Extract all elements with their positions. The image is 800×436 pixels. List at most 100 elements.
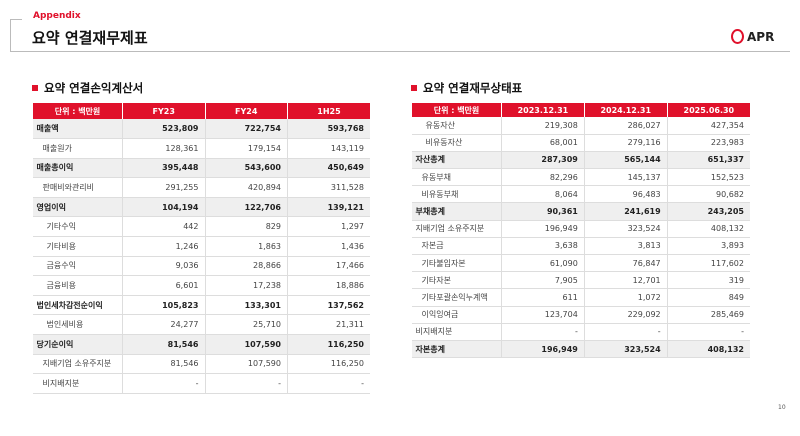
header-divider bbox=[10, 51, 790, 52]
row-label: 자본금 bbox=[411, 237, 502, 256]
table-row: 비지배지분 - - - bbox=[411, 323, 750, 341]
cell-value: - bbox=[583, 323, 668, 341]
cell-value: 28,866 bbox=[204, 256, 288, 277]
cell-value: 76,847 bbox=[583, 254, 668, 273]
company-logo: APR bbox=[731, 29, 774, 44]
cell-value: 17,466 bbox=[287, 256, 370, 277]
row-label: 금융수익 bbox=[32, 256, 123, 277]
cell-value: 279,116 bbox=[583, 134, 668, 152]
table-row: 이익잉여금 123,704 229,092 285,469 bbox=[411, 306, 750, 324]
table-row: 자본총계 196,949 323,524 408,132 bbox=[411, 340, 750, 359]
page-title: 요약 연결재무제표 bbox=[32, 29, 148, 47]
cell-value: 3,893 bbox=[666, 237, 750, 256]
column-header: 2024.12.31 bbox=[583, 103, 668, 117]
cell-value: 408,132 bbox=[666, 220, 750, 238]
cell-value: 229,092 bbox=[583, 306, 668, 324]
logo-ring-icon bbox=[731, 29, 744, 44]
cell-value: 179,154 bbox=[204, 138, 288, 159]
cell-value: 565,144 bbox=[583, 151, 668, 170]
table-row: 기타자본 7,905 12,701 319 bbox=[411, 271, 750, 290]
page-number: 10 bbox=[778, 404, 786, 411]
cell-value: 6,601 bbox=[122, 275, 205, 296]
frame-line bbox=[10, 19, 22, 20]
table-row: 비지배지분 - - - bbox=[32, 373, 370, 394]
cell-value: 81,546 bbox=[122, 354, 205, 375]
column-header: FY23 bbox=[122, 103, 205, 119]
table-row: 유동자산 219,308 286,027 427,354 bbox=[411, 117, 750, 135]
cell-value: 107,590 bbox=[204, 354, 288, 375]
cell-value: 1,072 bbox=[583, 288, 668, 307]
cell-value: - bbox=[122, 373, 205, 394]
cell-value: 90,361 bbox=[501, 202, 585, 221]
table-row: 판매비와관리비 291,255 420,894 311,528 bbox=[32, 177, 370, 198]
table-row: 금융수익 9,036 28,866 17,466 bbox=[32, 256, 370, 277]
row-label: 비지배지분 bbox=[411, 323, 502, 341]
cell-value: 133,301 bbox=[204, 295, 288, 316]
table-row: 기타불입자본 61,090 76,847 117,602 bbox=[411, 254, 750, 273]
row-label: 기타자본 bbox=[411, 271, 502, 290]
cell-value: 829 bbox=[204, 216, 288, 238]
row-label: 영업이익 bbox=[32, 197, 123, 218]
column-header: 단위 : 백만원 bbox=[32, 103, 123, 119]
row-label: 이익잉여금 bbox=[411, 306, 502, 324]
income-section-heading: 요약 연결손익계산서 bbox=[32, 80, 143, 96]
column-header: 단위 : 백만원 bbox=[411, 103, 502, 117]
cell-value: 395,448 bbox=[122, 158, 205, 179]
cell-value: 223,983 bbox=[666, 134, 750, 152]
cell-value: 543,600 bbox=[204, 158, 288, 179]
cell-value: 408,132 bbox=[666, 340, 750, 359]
cell-value: 145,137 bbox=[583, 168, 668, 187]
income-title: 요약 연결손익계산서 bbox=[44, 81, 144, 95]
column-header: 1H25 bbox=[287, 103, 370, 119]
cell-value: 122,706 bbox=[204, 197, 288, 218]
cell-value: 137,562 bbox=[287, 295, 370, 316]
row-label: 비유동부채 bbox=[411, 185, 502, 204]
cell-value: 427,354 bbox=[666, 117, 750, 135]
table-row: 법인세차감전순이익 105,823 133,301 137,562 bbox=[32, 295, 370, 316]
table-row: 영업이익 104,194 122,706 139,121 bbox=[32, 197, 370, 218]
row-label: 비유동자산 bbox=[411, 134, 502, 152]
cell-value: 286,027 bbox=[583, 117, 668, 135]
cell-value: 442 bbox=[122, 216, 205, 238]
cell-value: 285,469 bbox=[666, 306, 750, 324]
row-label: 매출액 bbox=[32, 119, 123, 140]
balance-section-heading: 요약 연결재무상태표 bbox=[411, 80, 522, 96]
cell-value: 849 bbox=[666, 288, 750, 307]
cell-value: 1,297 bbox=[287, 216, 370, 238]
cell-value: 319 bbox=[666, 271, 750, 290]
row-label: 매출원가 bbox=[32, 138, 123, 159]
row-label: 유동자산 bbox=[411, 117, 502, 135]
balance-sheet-table: 단위 : 백만원 2023.12.31 2024.12.31 2025.06.30 유동… bbox=[411, 103, 750, 359]
cell-value: 139,121 bbox=[287, 197, 370, 218]
cell-value: 116,250 bbox=[287, 334, 370, 355]
cell-value: 593,768 bbox=[287, 119, 370, 140]
cell-value: 420,894 bbox=[204, 177, 288, 198]
cell-value: 3,813 bbox=[583, 237, 668, 256]
table-row: 금융비용 6,601 17,238 18,886 bbox=[32, 275, 370, 296]
row-label: 매출총이익 bbox=[32, 158, 123, 179]
cell-value: 21,311 bbox=[287, 314, 370, 336]
cell-value: 323,524 bbox=[583, 340, 668, 359]
cell-value: 450,649 bbox=[287, 158, 370, 179]
cell-value: 17,238 bbox=[204, 275, 288, 296]
cell-value: 611 bbox=[501, 288, 585, 307]
table-row: 비유동부채 8,064 96,483 90,682 bbox=[411, 185, 750, 204]
row-label: 금융비용 bbox=[32, 275, 123, 296]
income-statement-table: 단위 : 백만원 FY23 FY24 1H25 매출액 523,809 722,754 593… bbox=[32, 103, 370, 394]
cell-value: - bbox=[204, 373, 288, 394]
row-label: 당기순이익 bbox=[32, 334, 123, 355]
row-label: 기타수익 bbox=[32, 216, 123, 238]
cell-value: 105,823 bbox=[122, 295, 205, 316]
cell-value: - bbox=[501, 323, 585, 341]
cell-value: 117,602 bbox=[666, 254, 750, 273]
cell-value: - bbox=[287, 373, 370, 394]
table-row: 부채총계 90,361 241,619 243,205 bbox=[411, 202, 750, 221]
cell-value: 128,361 bbox=[122, 138, 205, 159]
cell-value: 96,483 bbox=[583, 185, 668, 204]
row-label: 자본총계 bbox=[411, 340, 502, 359]
table-row: 매출원가 128,361 179,154 143,119 bbox=[32, 138, 370, 159]
row-label: 판매비와관리비 bbox=[32, 177, 123, 198]
cell-value: 7,905 bbox=[501, 271, 585, 290]
table-row: 법인세비용 24,277 25,710 21,311 bbox=[32, 314, 370, 336]
cell-value: 291,255 bbox=[122, 177, 205, 198]
